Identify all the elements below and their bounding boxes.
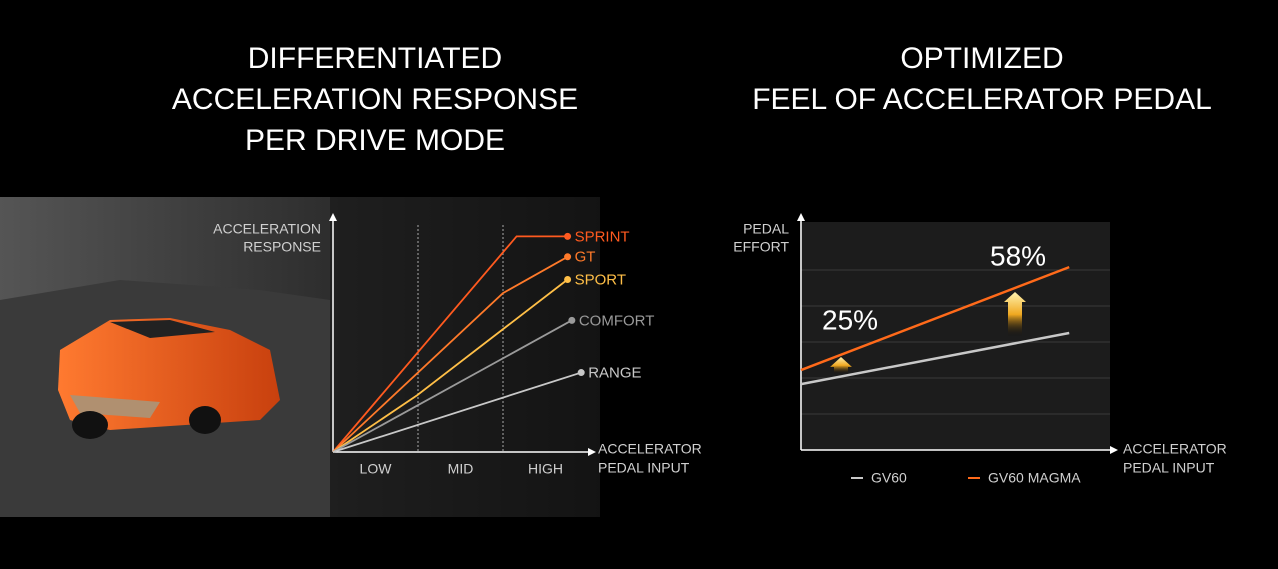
x-axis-label: PEDAL INPUT	[598, 460, 690, 476]
x-axis-label: ACCELERATOR	[1123, 441, 1227, 457]
y-axis-label: RESPONSE	[243, 239, 321, 255]
series-line	[332, 255, 569, 453]
series-label: SPORT	[575, 271, 626, 288]
end-dot	[564, 232, 572, 240]
x-tick-label: HIGH	[528, 461, 563, 477]
chart-title: PER DRIVE MODE	[245, 124, 505, 157]
annotation-arrow	[1004, 292, 1026, 337]
y-axis-label: PEDAL	[743, 221, 789, 237]
legend-label: GV60	[871, 470, 907, 486]
series-line	[332, 235, 568, 453]
annotation-label: 25%	[822, 304, 878, 335]
series-label: SPRINT	[575, 228, 630, 245]
annotation-label: 58%	[990, 240, 1046, 271]
series-label: RANGE	[588, 365, 641, 382]
y-arrow	[797, 213, 805, 221]
x-arrow	[1110, 446, 1118, 454]
y-axis-label: ACCELERATION	[213, 221, 321, 237]
end-dot	[564, 253, 572, 261]
end-dot	[564, 275, 572, 283]
car	[58, 318, 280, 439]
chart-title: OPTIMIZED	[900, 42, 1063, 75]
series-line	[332, 371, 582, 453]
x-axis-label: ACCELERATOR	[598, 441, 702, 457]
chart-title: DIFFERENTIATED	[248, 42, 502, 75]
x-tick-label: LOW	[360, 461, 393, 477]
series-line	[800, 265, 1070, 372]
photo-fade	[330, 197, 600, 517]
chart-title: ACCELERATION RESPONSE	[172, 83, 578, 116]
end-dot	[577, 369, 585, 377]
annotation-arrow	[830, 357, 852, 374]
series-line	[332, 278, 569, 453]
series-line	[800, 331, 1070, 386]
y-arrow	[329, 213, 337, 221]
x-tick-label: MID	[448, 461, 474, 477]
series-label: GT	[575, 249, 596, 266]
series-line	[332, 319, 573, 453]
x-arrow	[588, 448, 596, 456]
end-dot	[568, 316, 576, 324]
chart-title: FEEL OF ACCELERATOR PEDAL	[752, 83, 1212, 116]
x-axis-label: PEDAL INPUT	[1123, 460, 1215, 476]
legend-label: GV60 MAGMA	[988, 470, 1081, 486]
y-axis-label: EFFORT	[733, 239, 789, 255]
series-label: COMFORT	[579, 312, 655, 329]
plot-panel	[800, 222, 1110, 450]
